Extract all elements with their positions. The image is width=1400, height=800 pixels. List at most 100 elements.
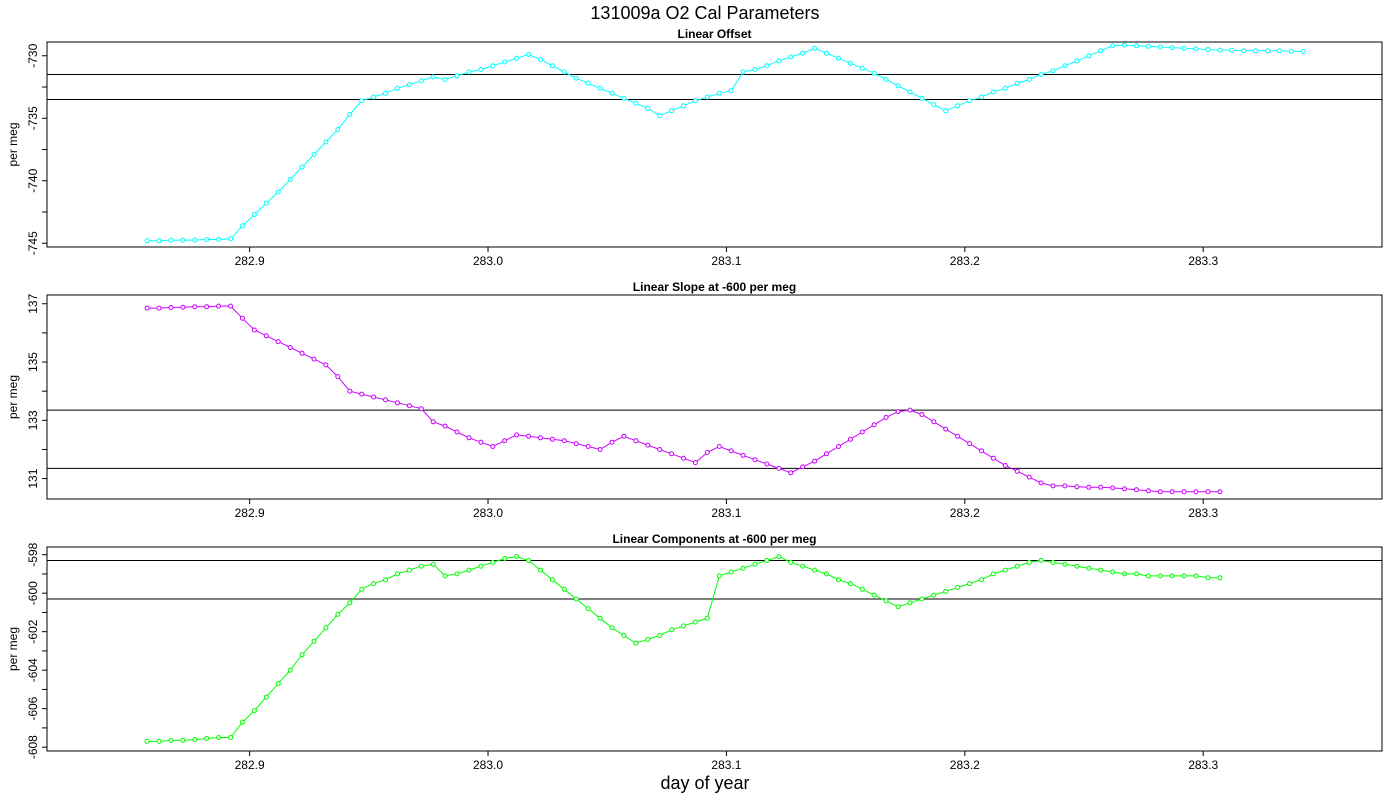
series-line — [147, 556, 1220, 742]
data-point — [204, 237, 210, 242]
data-point — [716, 444, 722, 449]
x-axis-title: day of year — [660, 773, 750, 793]
data-point — [859, 586, 865, 592]
chart-panel-1: Linear Offset 282.9 283.0 283.1 283.2 283.3 -7… — [6, 27, 1383, 268]
data-point — [633, 100, 639, 106]
data-point — [764, 461, 770, 467]
y-axis-label: per meg — [6, 375, 20, 419]
data-point — [955, 584, 961, 590]
data-point — [1134, 571, 1139, 577]
data-point — [645, 442, 651, 448]
data-point — [585, 606, 591, 612]
data-point — [335, 611, 341, 617]
data-point — [478, 67, 484, 72]
data-point — [538, 567, 543, 573]
data-point — [1038, 558, 1044, 563]
data-point — [287, 177, 293, 182]
x-tick-label: 283.0 — [473, 506, 503, 520]
data-point — [454, 73, 460, 79]
data-point — [800, 563, 806, 569]
y-tick-label: 135 — [26, 352, 40, 372]
data-point — [287, 345, 293, 350]
y-tick-label: -740 — [26, 168, 40, 192]
data-point — [371, 581, 377, 587]
data-point — [800, 50, 806, 56]
data-point — [1098, 484, 1104, 490]
data-point — [1050, 559, 1056, 565]
data-point — [609, 625, 615, 631]
data-point — [681, 455, 686, 461]
data-point — [490, 63, 496, 69]
x-tick-label: 283.2 — [950, 758, 980, 772]
y-tick-label: 133 — [26, 410, 40, 430]
data-point — [967, 98, 973, 104]
data-point — [466, 567, 472, 573]
data-point — [442, 423, 448, 429]
data-point — [1110, 485, 1116, 491]
data-point — [597, 615, 603, 621]
data-point — [168, 305, 174, 310]
data-point — [323, 139, 329, 145]
data-point — [979, 448, 984, 454]
data-point — [704, 94, 710, 100]
x-tick-label: 283.1 — [711, 254, 741, 268]
data-point — [621, 95, 627, 101]
data-point — [931, 592, 937, 598]
data-point — [383, 397, 388, 403]
data-point — [180, 237, 186, 243]
data-point — [1300, 48, 1306, 54]
data-point — [240, 315, 245, 321]
data-point — [812, 458, 818, 464]
x-tick-label: 283.3 — [1188, 758, 1218, 772]
data-point — [1002, 463, 1008, 468]
data-point — [704, 615, 710, 621]
data-point — [323, 625, 329, 631]
data-point — [716, 90, 722, 96]
data-point — [1253, 48, 1259, 54]
data-point — [371, 94, 377, 100]
data-point — [156, 238, 162, 244]
data-point — [549, 577, 555, 583]
data-point — [1086, 565, 1092, 571]
data-point — [514, 554, 520, 560]
data-point — [859, 65, 865, 71]
data-point — [311, 638, 317, 644]
y-tick-label: -745 — [26, 231, 40, 255]
data-point — [144, 238, 150, 244]
data-point — [538, 435, 543, 441]
data-point — [645, 105, 651, 111]
data-point — [442, 77, 448, 82]
data-point — [251, 327, 257, 333]
data-point — [347, 600, 353, 606]
data-point — [990, 89, 996, 95]
data-point — [406, 82, 412, 87]
data-point — [561, 586, 567, 592]
data-point — [430, 561, 436, 567]
y-tick-label: -730 — [26, 43, 40, 67]
chart-panel-2: Linear Slope at -600 per meg 282.9 283.0 28… — [6, 280, 1383, 520]
data-point — [692, 619, 698, 625]
data-point — [216, 303, 222, 309]
data-point — [1193, 489, 1199, 495]
data-point — [359, 98, 365, 104]
data-point — [1205, 489, 1211, 495]
data-point — [1098, 567, 1104, 573]
data-point — [263, 333, 269, 339]
data-point — [597, 85, 603, 91]
data-point — [514, 432, 520, 438]
data-point — [323, 362, 329, 368]
data-point — [502, 438, 508, 444]
data-point — [1241, 48, 1247, 54]
x-tick-label: 282.9 — [235, 506, 265, 520]
data-point — [740, 565, 746, 571]
data-point — [430, 419, 436, 425]
data-point — [1110, 569, 1116, 575]
data-point — [1098, 48, 1104, 54]
data-point — [156, 305, 162, 311]
data-point — [1050, 483, 1056, 489]
data-point — [359, 391, 365, 397]
data-point — [394, 85, 400, 91]
data-point — [406, 403, 412, 409]
data-point — [168, 737, 174, 743]
data-point — [311, 356, 317, 362]
